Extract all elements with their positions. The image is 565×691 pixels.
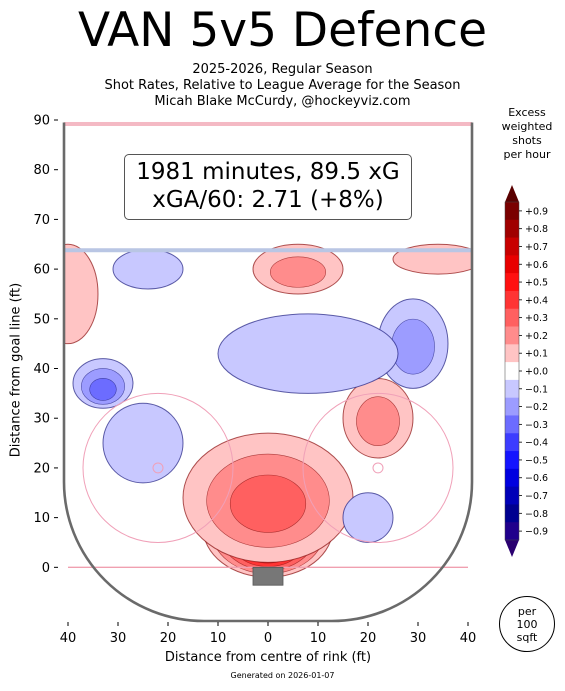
- rink-markings: [62, 121, 474, 623]
- colorbar-tick-label: −0.4: [525, 438, 548, 449]
- y-axis-label: Distance from goal line (ft): [8, 282, 24, 458]
- heat-region: [64, 243, 99, 345]
- heat-regions: [64, 243, 472, 578]
- colorbar-tick-label: −0.9: [525, 527, 548, 538]
- chart-title: VAN 5v5 Defence: [77, 3, 488, 58]
- colorbar-segment: [505, 433, 519, 452]
- y-tick-label: 40: [33, 362, 50, 377]
- colorbar-segment: [505, 522, 519, 541]
- colorbar-segment: [505, 219, 519, 238]
- colorbar-tick-label: +0.5: [525, 278, 548, 289]
- colorbar-tick-label: +0.0: [525, 367, 548, 378]
- x-tick-label: 0: [264, 631, 272, 646]
- summary-minutes-xg: 1981 minutes, 89.5 xG: [136, 159, 400, 185]
- colorbar-segment: [505, 504, 519, 523]
- subtitle-description: Shot Rates, Relative to League Average f…: [104, 78, 461, 93]
- colorbar-title-line: weighted: [501, 120, 553, 133]
- colorbar-tick-label: −0.3: [525, 420, 548, 431]
- subtitle-author: Micah Blake McCurdy, @hockeyviz.com: [154, 94, 411, 109]
- colorbar-tick-label: −0.8: [525, 509, 548, 520]
- x-axis-label: Distance from centre of rink (ft): [164, 650, 372, 665]
- y-tick-label: 90: [33, 114, 50, 129]
- colorbar-segment: [505, 202, 519, 221]
- y-tick-label: 80: [33, 163, 50, 178]
- x-tick-label: 30: [410, 631, 427, 646]
- red-line: [64, 121, 472, 126]
- heat-region: [391, 318, 435, 375]
- colorbar-segment: [505, 362, 519, 381]
- heat-region: [89, 378, 117, 401]
- heat-region: [112, 248, 184, 290]
- heat-region: [270, 256, 326, 288]
- y-tick-label: 30: [33, 412, 50, 427]
- colorbar-segment: [505, 397, 519, 416]
- colorbar-max-extension: [505, 185, 519, 202]
- colorbar: +0.9 +0.8 +0.7 +0.6 +0.5 +0.4 +0.3 +0.2 +0.1 +0.0…: [504, 185, 548, 557]
- colorbar-title-line: shots: [512, 134, 542, 147]
- rink-boards: [62, 122, 474, 623]
- colorbar-tick-label: −0.1: [525, 384, 548, 395]
- blue-line: [64, 248, 472, 253]
- colorbar-tick-label: +0.8: [525, 224, 548, 235]
- faceoff-circle: [302, 392, 454, 543]
- heat-region: [229, 474, 307, 533]
- x-tick-label: 40: [60, 631, 77, 646]
- y-tick-label: 50: [33, 312, 50, 327]
- colorbar-tick-label: +0.1: [525, 349, 548, 360]
- colorbar-tick-label: +0.9: [525, 206, 548, 217]
- colorbar-segment: [505, 255, 519, 274]
- heat-region: [217, 313, 399, 394]
- y-tick-label: 20: [33, 461, 50, 476]
- colorbar-title-line: Excess: [508, 106, 546, 119]
- x-tick-label: 10: [310, 631, 327, 646]
- colorbar-title-line: per hour: [503, 148, 551, 161]
- y-tick-label: 10: [33, 511, 50, 526]
- colorbar-segment: [505, 451, 519, 470]
- summary-box: 1981 minutes, 89.5 xG xGA/60: 2.71 (+8%): [124, 154, 412, 220]
- colorbar-title: Excess weighted shots per hour: [492, 106, 562, 162]
- unit-badge: per 100 sqft: [499, 596, 555, 652]
- faceoff-dot: [372, 462, 384, 474]
- goal-net: [252, 566, 284, 586]
- y-tick-label: 70: [33, 213, 50, 228]
- y-tick-label: 60: [33, 263, 50, 278]
- colorbar-tick-label: +0.7: [525, 242, 548, 253]
- colorbar-tick-label: +0.2: [525, 331, 548, 342]
- subtitle-season: 2025-2026, Regular Season: [192, 62, 373, 77]
- colorbar-tick-label: −0.7: [525, 491, 548, 502]
- colorbar-segment: [505, 379, 519, 399]
- heat-region: [356, 396, 400, 446]
- colorbar-tick-label: +0.3: [525, 313, 548, 324]
- axes: 40 30 20 10 0 10 20 30 40 0 10 20 30 40 50 60 70 80 90: [33, 114, 476, 647]
- colorbar-tick-label: −0.2: [525, 402, 548, 413]
- x-tick-label: 10: [210, 631, 227, 646]
- colorbar-segment: [505, 273, 519, 292]
- colorbar-segment: [505, 308, 519, 327]
- colorbar-segment: [505, 486, 519, 505]
- faceoff-circle: [82, 392, 234, 543]
- colorbar-tick-label: +0.6: [525, 260, 548, 271]
- x-tick-label: 20: [160, 631, 177, 646]
- colorbar-segment: [505, 468, 519, 488]
- faceoff-dot: [152, 462, 164, 474]
- colorbar-tick-label: −0.5: [525, 455, 548, 466]
- colorbar-segment: [505, 326, 519, 345]
- colorbar-segment: [505, 237, 519, 256]
- summary-xga: xGA/60: 2.71 (+8%): [152, 187, 384, 213]
- colorbar-tick-label: +0.4: [525, 295, 548, 306]
- heat-region: [102, 402, 184, 484]
- generated-footer: Generated on 2026-01-07: [230, 671, 335, 680]
- colorbar-segment: [505, 290, 519, 310]
- x-tick-label: 20: [360, 631, 377, 646]
- x-tick-label: 30: [110, 631, 127, 646]
- heat-region: [342, 492, 394, 543]
- colorbar-tick-label: −0.6: [525, 473, 548, 484]
- x-tick-label: 40: [460, 631, 477, 646]
- colorbar-segment: [505, 344, 519, 363]
- y-tick-label: 0: [42, 561, 50, 576]
- colorbar-min-extension: [505, 540, 519, 557]
- colorbar-segment: [505, 415, 519, 434]
